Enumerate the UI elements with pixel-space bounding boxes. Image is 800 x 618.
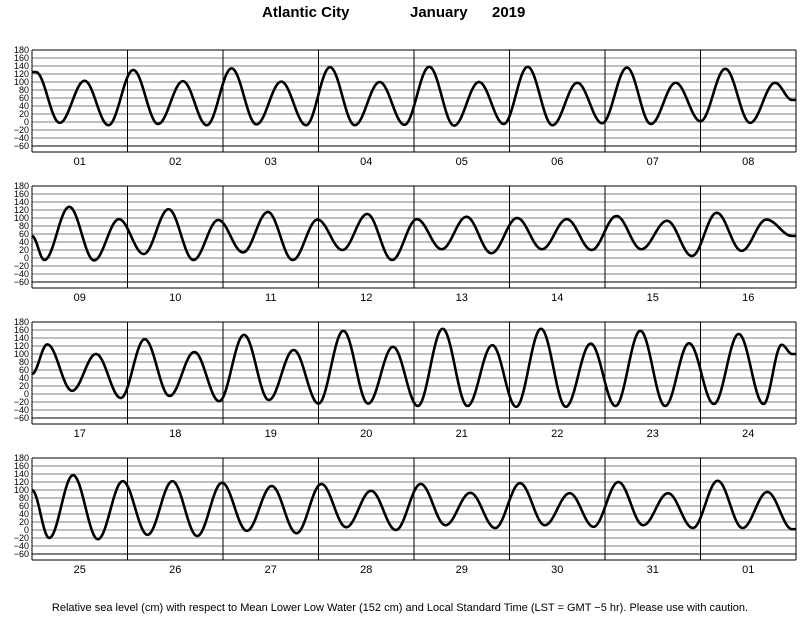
y-tick-label: −20 <box>14 261 29 271</box>
y-tick-label: 140 <box>14 61 29 71</box>
day-label: 09 <box>74 292 86 304</box>
day-label: 17 <box>74 428 86 440</box>
y-tick-label: 0 <box>24 389 29 399</box>
y-tick-label: −40 <box>14 541 29 551</box>
y-tick-label: 100 <box>14 213 29 223</box>
y-tick-label: −60 <box>14 277 29 287</box>
y-tick-label: 40 <box>19 237 29 247</box>
y-tick-label: 40 <box>19 101 29 111</box>
y-tick-label: 80 <box>19 357 29 367</box>
day-label: 20 <box>360 428 372 440</box>
y-tick-label: −60 <box>14 141 29 151</box>
day-label: 11 <box>265 292 276 304</box>
y-tick-label: 180 <box>14 181 29 191</box>
day-label: 15 <box>647 292 659 304</box>
day-label: 06 <box>551 156 563 168</box>
day-label: 22 <box>551 428 563 440</box>
day-label: 19 <box>265 428 277 440</box>
y-tick-label: 140 <box>14 469 29 479</box>
y-tick-label: 0 <box>24 117 29 127</box>
y-tick-label: 160 <box>14 325 29 335</box>
y-tick-label: −60 <box>14 549 29 559</box>
day-label: 23 <box>647 428 659 440</box>
y-tick-label: −20 <box>14 533 29 543</box>
y-tick-label: 180 <box>14 45 29 55</box>
y-tick-label: 140 <box>14 333 29 343</box>
y-tick-label: 180 <box>14 453 29 463</box>
day-label: 04 <box>360 156 372 168</box>
day-label: 02 <box>169 156 181 168</box>
tide-curve <box>31 327 797 409</box>
y-tick-label: 120 <box>14 69 29 79</box>
y-tick-label: 60 <box>19 229 29 239</box>
day-label: 26 <box>169 564 181 576</box>
y-tick-label: −60 <box>14 413 29 423</box>
day-label: 29 <box>456 564 468 576</box>
title-year: 2019 <box>492 4 526 21</box>
title-month: January <box>410 4 468 21</box>
y-tick-label: 160 <box>14 53 29 63</box>
footer-note: Relative sea level (cm) with respect to … <box>51 602 749 614</box>
y-tick-label: 120 <box>14 205 29 215</box>
y-tick-label: 80 <box>19 493 29 503</box>
day-label: 12 <box>360 292 372 304</box>
day-label: 05 <box>456 156 468 168</box>
day-label: 27 <box>265 564 277 576</box>
tide-curve <box>31 65 797 127</box>
y-tick-label: 20 <box>19 109 29 119</box>
day-label: 03 <box>265 156 277 168</box>
day-label: 07 <box>647 156 659 168</box>
day-label: 13 <box>456 292 468 304</box>
day-label: 28 <box>360 564 372 576</box>
y-tick-label: 100 <box>14 349 29 359</box>
y-tick-label: 80 <box>19 85 29 95</box>
day-label: 21 <box>456 428 468 440</box>
tide-curve <box>31 473 797 541</box>
y-tick-label: −40 <box>14 269 29 279</box>
day-label: 31 <box>647 564 659 576</box>
y-tick-label: 20 <box>19 245 29 255</box>
day-label: 25 <box>74 564 86 576</box>
day-label: 18 <box>169 428 181 440</box>
day-label: 01 <box>742 564 754 576</box>
day-label: 24 <box>742 428 754 440</box>
y-tick-label: 80 <box>19 221 29 231</box>
y-tick-label: −20 <box>14 125 29 135</box>
y-tick-label: 100 <box>14 485 29 495</box>
tide-curve <box>31 205 797 262</box>
y-tick-label: 120 <box>14 341 29 351</box>
y-tick-label: 160 <box>14 189 29 199</box>
y-tick-label: 100 <box>14 77 29 87</box>
y-tick-label: 180 <box>14 317 29 327</box>
day-label: 16 <box>742 292 754 304</box>
y-tick-label: −20 <box>14 397 29 407</box>
y-tick-label: 60 <box>19 93 29 103</box>
day-label: 14 <box>551 292 563 304</box>
day-label: 10 <box>169 292 181 304</box>
y-tick-label: 60 <box>19 365 29 375</box>
title-location: Atlantic City <box>262 4 350 21</box>
y-tick-label: 60 <box>19 501 29 511</box>
y-tick-label: 120 <box>14 477 29 487</box>
day-label: 01 <box>74 156 86 168</box>
y-tick-label: 0 <box>24 525 29 535</box>
day-label: 30 <box>551 564 563 576</box>
y-tick-label: 20 <box>19 381 29 391</box>
y-tick-label: −40 <box>14 405 29 415</box>
y-tick-label: 160 <box>14 461 29 471</box>
day-label: 08 <box>742 156 754 168</box>
y-tick-label: 140 <box>14 197 29 207</box>
y-tick-label: 0 <box>24 253 29 263</box>
y-tick-label: 20 <box>19 517 29 527</box>
y-tick-label: 40 <box>19 509 29 519</box>
y-tick-label: −40 <box>14 133 29 143</box>
y-tick-label: 40 <box>19 373 29 383</box>
